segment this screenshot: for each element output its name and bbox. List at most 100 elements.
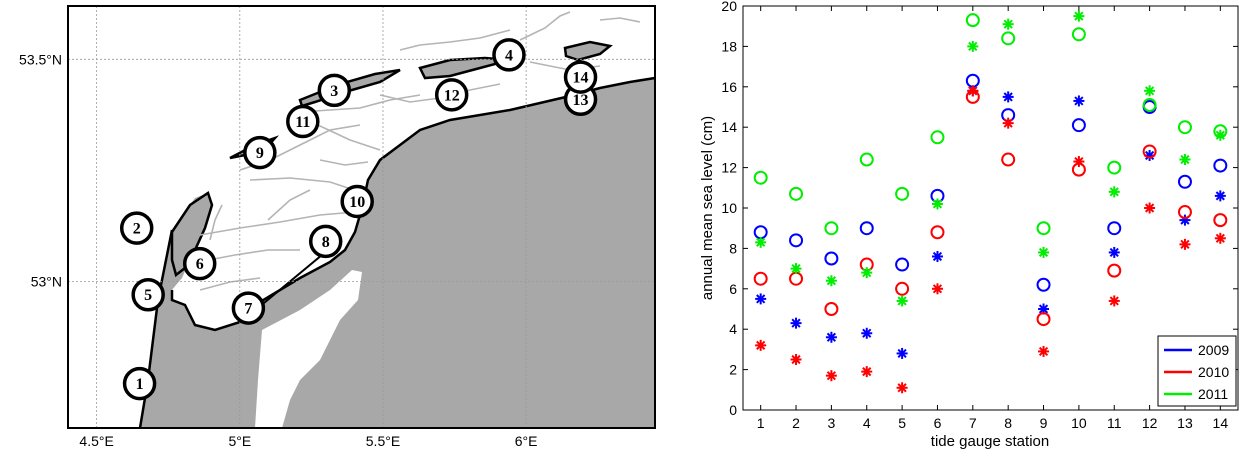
legend: 2009 2010 2011 <box>1157 335 1237 407</box>
star-point <box>1108 246 1120 258</box>
station-circle <box>131 277 165 312</box>
star-stroke <box>1038 247 1049 258</box>
y-tick-label: 6 <box>729 281 737 297</box>
circle-point <box>824 251 839 266</box>
star-point <box>967 85 979 97</box>
star-point <box>1002 18 1014 30</box>
star-point <box>931 198 943 210</box>
star-point <box>1073 10 1085 22</box>
x-tick-label: 5 <box>898 415 906 431</box>
star-point <box>1002 91 1014 103</box>
circle-point <box>1071 118 1086 133</box>
mainland <box>140 78 655 428</box>
star-point <box>825 275 837 287</box>
station-label: 1 <box>136 376 144 393</box>
star-stroke <box>826 371 836 381</box>
star-point <box>1108 295 1120 307</box>
x-tick-label: 12 <box>1142 415 1158 431</box>
star-stroke <box>1109 187 1119 197</box>
x-tick-label: 8 <box>1004 415 1012 431</box>
star-stroke <box>1145 203 1155 213</box>
station-circle <box>308 224 343 259</box>
circle-point <box>930 130 945 145</box>
station-label: 5 <box>144 287 152 304</box>
circle-point <box>859 152 874 167</box>
star-stroke <box>1038 346 1049 357</box>
circle-point <box>824 221 839 236</box>
circle-point <box>1142 97 1157 112</box>
y-tick-label: 12 <box>721 160 737 176</box>
star-point <box>896 347 908 359</box>
star-point <box>1214 190 1226 202</box>
station-label: 11 <box>295 114 310 131</box>
star-point <box>896 295 908 307</box>
circle-point <box>895 281 910 296</box>
circle-point <box>1177 120 1192 135</box>
star-point <box>967 40 979 52</box>
star-point <box>755 293 767 305</box>
circle-point <box>895 257 910 272</box>
map-lon-tick-label: 5.5°E <box>366 433 400 449</box>
star-stroke <box>1215 130 1225 140</box>
map-lon-tick-label: 5°E <box>228 433 251 449</box>
x-axis-label: tide gauge station <box>931 433 1049 450</box>
map-lon-tick-label: 6°E <box>515 433 538 449</box>
plot-frame <box>742 5 1239 411</box>
star-stroke <box>1180 239 1190 249</box>
star-stroke <box>897 383 907 393</box>
station-label: 4 <box>505 47 513 64</box>
star-stroke <box>1003 92 1013 102</box>
star-point <box>755 236 767 248</box>
legend-entry: 2011 <box>1164 386 1228 402</box>
circle-point <box>1036 277 1051 292</box>
x-tick-label: 14 <box>1213 415 1229 431</box>
x-tick-label: 11 <box>1107 415 1122 431</box>
star-point <box>1108 186 1120 198</box>
star-stroke <box>756 340 766 350</box>
legend-entry: 2010 <box>1164 364 1229 380</box>
star-point <box>790 354 802 365</box>
star-point <box>1144 202 1156 214</box>
inland-water <box>255 270 362 428</box>
star-stroke <box>791 318 801 328</box>
station-marker-1: 1 <box>122 366 157 401</box>
map-panel: 4.5°E 5°E 5.5°E 6°E53.5°N53°N 1234567891011… <box>19 5 656 449</box>
x-tick-label: 13 <box>1177 415 1193 431</box>
star-stroke <box>897 348 907 359</box>
circle-point <box>1213 213 1228 228</box>
x-tick-label: 10 <box>1071 415 1087 431</box>
circle-point <box>1036 312 1051 327</box>
x-tick-label: 9 <box>1040 415 1048 431</box>
x-tick-label: 1 <box>757 415 765 431</box>
circle-point <box>1071 27 1086 42</box>
legend-entry: 2009 <box>1164 342 1229 358</box>
circle-point <box>1001 31 1016 46</box>
star-stroke <box>1074 96 1084 106</box>
legend-label: 2010 <box>1198 364 1229 380</box>
station-circle <box>119 211 154 245</box>
star-stroke <box>862 268 872 278</box>
star-stroke <box>1145 150 1155 161</box>
star-stroke <box>1074 156 1084 167</box>
star-stroke <box>1180 154 1190 165</box>
map-grid <box>68 6 655 428</box>
star-stroke <box>1038 304 1049 314</box>
circle-point <box>1177 205 1192 220</box>
station-label: 13 <box>573 92 589 109</box>
star-point <box>790 263 802 275</box>
map-frame <box>67 5 656 429</box>
x-tick-label: 4 <box>863 415 871 431</box>
station-marker-5: 5 <box>131 277 165 312</box>
station-marker-12: 12 <box>434 78 469 112</box>
star-stroke <box>1109 296 1119 306</box>
star-stroke <box>932 199 943 209</box>
star-stroke <box>862 367 872 377</box>
station-label: 9 <box>256 145 264 162</box>
star-stroke <box>1109 247 1119 258</box>
star-stroke <box>968 86 978 96</box>
circle-point <box>965 13 980 28</box>
legend-label: 2011 <box>1198 386 1228 402</box>
station-marker-10: 10 <box>340 184 374 219</box>
